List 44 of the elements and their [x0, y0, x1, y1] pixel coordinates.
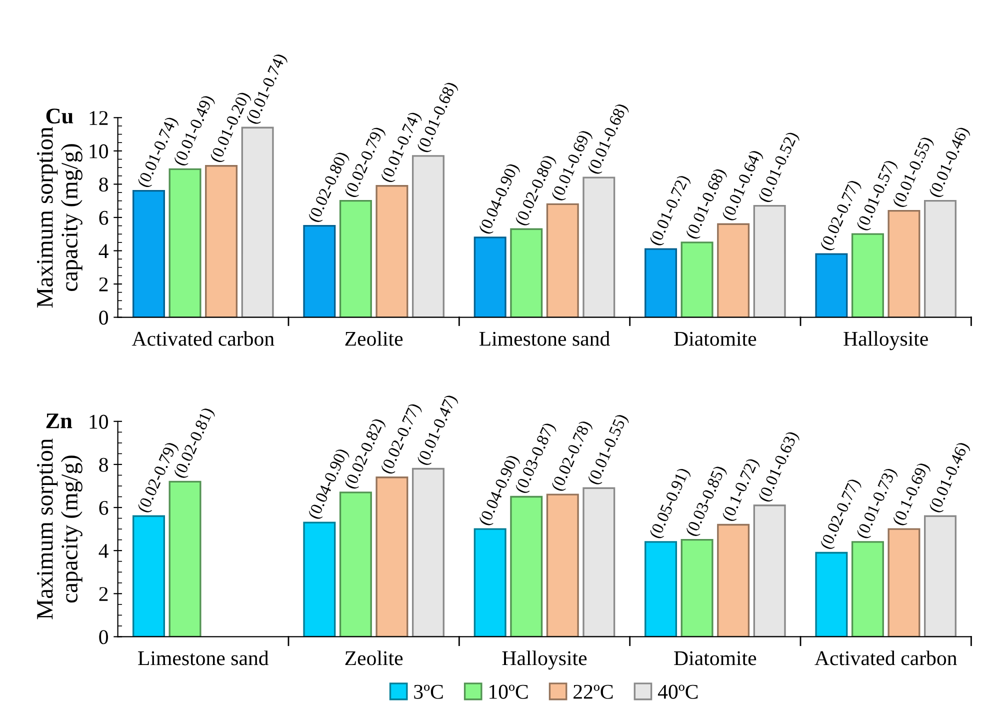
- bar: [132, 515, 165, 637]
- y-tick-label: 4: [98, 244, 108, 258]
- bar: [474, 528, 506, 637]
- legend-label: 10ºC: [490, 684, 528, 699]
- bar: [546, 494, 579, 637]
- y-tick-label: 0: [99, 310, 108, 325]
- bar: [474, 236, 506, 318]
- x-tick-label: Zeolite: [345, 331, 403, 346]
- x-tick-label: Activated carbon: [814, 650, 957, 666]
- y-tick-label: 2: [99, 587, 108, 601]
- y-tick-label: 10: [90, 414, 108, 429]
- chart-title: Zn: [46, 414, 72, 428]
- bar: [303, 522, 336, 637]
- bar: [680, 538, 714, 637]
- x-tick-label: Activated carbon: [132, 331, 274, 346]
- bar: [132, 190, 165, 318]
- y-tick-label: 2: [99, 277, 108, 292]
- bar: [815, 552, 848, 637]
- y-tick-label: 12: [90, 111, 108, 125]
- y-axis-title: Maximum sorption capacity (mg/g): [36, 438, 82, 620]
- bar: [205, 165, 238, 318]
- legend-label: 22ºC: [574, 684, 613, 699]
- y-tick-label: 6: [99, 500, 108, 515]
- bar: [815, 253, 848, 318]
- x-tick-label: Zeolite: [345, 650, 403, 666]
- y-axis-title: Maximum sorption capacity (mg/g): [36, 126, 82, 308]
- bar: [644, 248, 678, 318]
- x-tick-label: Diatomite: [674, 332, 756, 346]
- legend-label: 40ºC: [658, 684, 698, 699]
- x-tick-label: Diatomite: [674, 651, 756, 666]
- bar: [303, 224, 336, 318]
- y-tick-label: 0: [99, 630, 108, 644]
- x-tick-label: Limestone sand: [479, 331, 610, 346]
- legend-label: 3ºC: [414, 684, 443, 699]
- y-tick-label: 10: [90, 144, 108, 158]
- x-tick-label: Halloysite: [502, 650, 587, 670]
- x-tick-label: Halloysite: [844, 331, 928, 350]
- x-tick-label: Limestone sand: [138, 650, 269, 666]
- y-tick-label: 8: [99, 178, 108, 192]
- y-tick-label: 8: [99, 458, 108, 472]
- y-tick-label: 4: [98, 544, 108, 558]
- bar: [644, 541, 678, 637]
- chart-title: Cu: [46, 108, 74, 124]
- y-tick-label: 6: [99, 210, 108, 225]
